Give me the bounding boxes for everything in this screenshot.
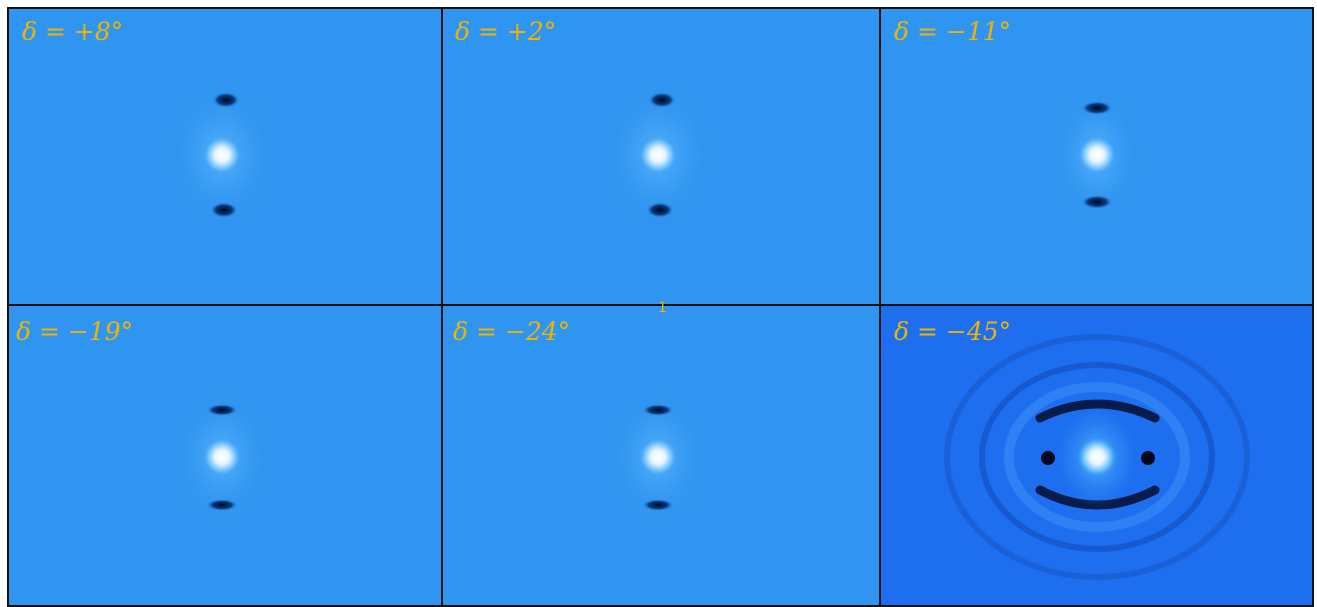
panel-label: δ = +8° [22, 17, 123, 46]
panel-5-image [608, 392, 708, 522]
panel-label: δ = −24° [453, 317, 570, 346]
panel-label: δ = +2° [455, 17, 556, 46]
panel-label: δ = −19° [16, 317, 133, 346]
panel-label: δ = −11° [894, 17, 1011, 46]
panel-label: δ = −45° [894, 317, 1011, 346]
grid-lines [7, 7, 1314, 607]
panel-2-image [603, 85, 713, 225]
annotation: 1 [658, 300, 667, 316]
panel-1-image [167, 85, 277, 225]
panel-4-image [172, 392, 272, 522]
panel-6-image [944, 334, 1250, 580]
panel-3-image [1052, 90, 1142, 220]
